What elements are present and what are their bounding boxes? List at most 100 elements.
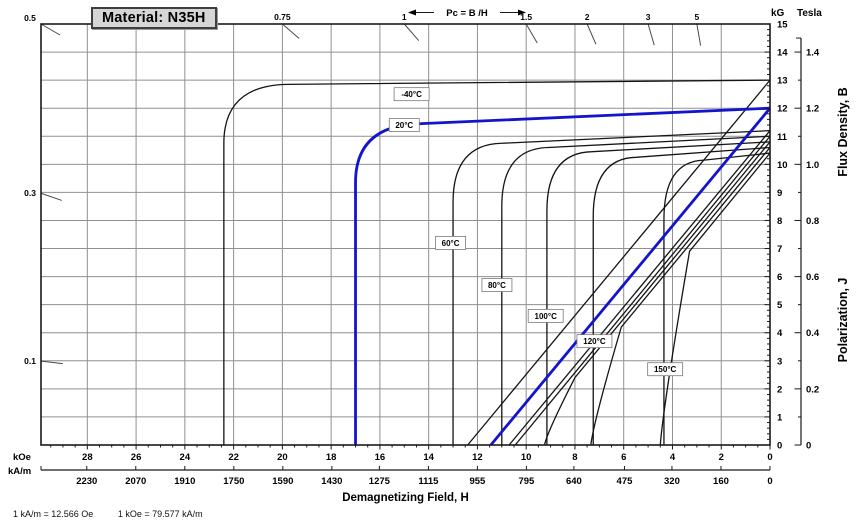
- kam-axis: 2230 2070 1910 1750 1590 1430 1275 1115 955 795 64…: [8, 466, 773, 504]
- kg-tick-label: 2: [777, 384, 782, 395]
- koe-tick-label: 14: [423, 452, 434, 463]
- kam-tick-label: 2230: [76, 476, 97, 487]
- koe-tick-label: 6: [621, 452, 626, 463]
- right-arrow-icon: [518, 9, 526, 16]
- pc-label-left: 0.1: [24, 356, 36, 366]
- curve-150c-intrinsic: [663, 152, 771, 445]
- koe-tick-label: 12: [472, 452, 483, 463]
- koe-tick-label: 2: [719, 452, 724, 463]
- temp-label-20c: 20°C: [395, 121, 413, 130]
- curve-120c-normal: [590, 147, 771, 446]
- kg-tick-label: 14: [777, 48, 788, 59]
- kg-tick-label: 0: [777, 441, 782, 452]
- temp-label-m40c: -40°C: [401, 90, 422, 99]
- pc-label-top: 5: [694, 12, 699, 22]
- kam-tick-label: 1590: [272, 476, 293, 487]
- temp-label-box-100c: [527, 308, 564, 323]
- kam-tick-label: 955: [469, 476, 486, 487]
- tesla-tick-label: 0.8: [806, 216, 819, 227]
- kg-tick-label: 13: [777, 76, 788, 87]
- kam-tick-label: 1275: [369, 476, 391, 487]
- koe-tick-label: 28: [82, 452, 93, 463]
- koe-tick-label: 8: [572, 452, 577, 463]
- curve-m40c-normal: [467, 79, 771, 446]
- pc-label-left: 0.3: [24, 188, 36, 198]
- kam-tick-label: 1115: [418, 476, 439, 487]
- footnote-kam-conversion: 1 kA/m = 12.566 Oe: [13, 509, 94, 519]
- left-arrow-icon: [408, 9, 416, 16]
- tesla-tick-label: 0: [806, 441, 811, 452]
- pc-label-top: 0.75: [274, 12, 291, 22]
- temp-label-box-m40c: [393, 87, 430, 102]
- temp-label-box-120c: [576, 334, 613, 349]
- pc-label-top: 2: [585, 12, 590, 22]
- tesla-unit-label: Tesla: [797, 8, 822, 19]
- kam-tick-label: 475: [617, 476, 634, 487]
- kg-tick-label: 1: [777, 412, 783, 423]
- temp-label-box-20c: [388, 118, 420, 132]
- koe-tick-label: 4: [670, 452, 676, 463]
- kam-tick-label: 0: [767, 476, 772, 487]
- kam-tick-label: 1430: [321, 476, 342, 487]
- kg-tick-label: 11: [777, 132, 788, 143]
- curve-120c-intrinsic: [592, 146, 771, 445]
- temp-label-150c: 150°C: [654, 365, 677, 374]
- y-axis-title-flux-density: Flux Density, B: [836, 87, 850, 176]
- material-title: Material: N35H: [102, 10, 206, 26]
- koe-tick-label: 24: [180, 452, 191, 463]
- kg-tick-label: 6: [777, 272, 782, 283]
- footnote-koe-conversion: 1 kOe = 79.577 kA/m: [117, 509, 203, 519]
- kam-tick-label: 320: [664, 476, 680, 487]
- koe-tick-label: 0: [767, 452, 772, 463]
- tesla-tick-label: 1.4: [806, 48, 820, 59]
- kg-tick-label: 7: [777, 244, 782, 255]
- koe-tick-label: 20: [277, 452, 288, 463]
- kg-tick-label: 8: [777, 216, 782, 227]
- tesla-tick-label: 1.2: [806, 104, 819, 115]
- curve-60c-normal: [508, 130, 771, 446]
- kam-tick-label: 1910: [174, 476, 195, 487]
- kam-tick-label: 1750: [223, 476, 244, 487]
- kg-tick-label: 9: [777, 188, 782, 199]
- kam-tick-label: 2070: [125, 476, 146, 487]
- kg-unit-label: kG: [771, 8, 785, 19]
- pc-load-line-scale: 0.5 0.75 1 1.5 2 3 5 0.3 0.1 Pc = B /H: [24, 8, 702, 366]
- kg-tick-label: 3: [777, 356, 782, 367]
- curve-20c-normal: [489, 107, 772, 446]
- curve-60c-intrinsic: [452, 130, 771, 445]
- y-axis-title-polarization: Polarization, J: [836, 278, 850, 363]
- koe-tick-label: 18: [326, 452, 337, 463]
- curve-80c-normal: [514, 135, 771, 446]
- plot-border: [40, 23, 771, 446]
- tesla-axis: 1.4 1.2 1.0 0.8 0.6 0.4 0.2 0 Tesla: [794, 8, 822, 452]
- curve-80c-intrinsic: [501, 135, 771, 445]
- temp-label-80c: 80°C: [488, 281, 506, 290]
- temperature-curves: [223, 79, 772, 446]
- pc-label-top: 0.5: [24, 13, 36, 23]
- koe-tick-label: 26: [131, 452, 142, 463]
- temp-label-box-80c: [481, 278, 513, 292]
- y-axis-title: Flux Density, B Polarization, J: [836, 87, 850, 362]
- pc-label-top: 1: [402, 12, 407, 22]
- temperature-labels: -40°C 20°C 60°C 80°C 100°C 120°C 150°C: [388, 87, 684, 377]
- kam-unit-label: kA/m: [8, 466, 31, 477]
- kam-tick-label: 795: [518, 476, 535, 487]
- curve-100c-intrinsic: [546, 141, 771, 445]
- x-axis-title: Demagnetizing Field, H: [342, 492, 469, 504]
- kam-tick-label: 640: [566, 476, 582, 487]
- temp-label-box-150c: [647, 362, 684, 377]
- pc-label-top: 3: [646, 12, 651, 22]
- kam-tick-label: 160: [713, 476, 729, 487]
- tesla-tick-label: 0.6: [806, 272, 819, 283]
- temp-label-120c: 120°C: [583, 337, 606, 346]
- koe-unit-label: kOe: [13, 452, 31, 463]
- koe-tick-label: 22: [228, 452, 239, 463]
- material-title-box: Material: N35H: [91, 7, 217, 29]
- temp-label-60c: 60°C: [442, 239, 460, 248]
- tesla-tick-label: 0.4: [806, 328, 820, 339]
- curve-100c-normal: [543, 141, 771, 446]
